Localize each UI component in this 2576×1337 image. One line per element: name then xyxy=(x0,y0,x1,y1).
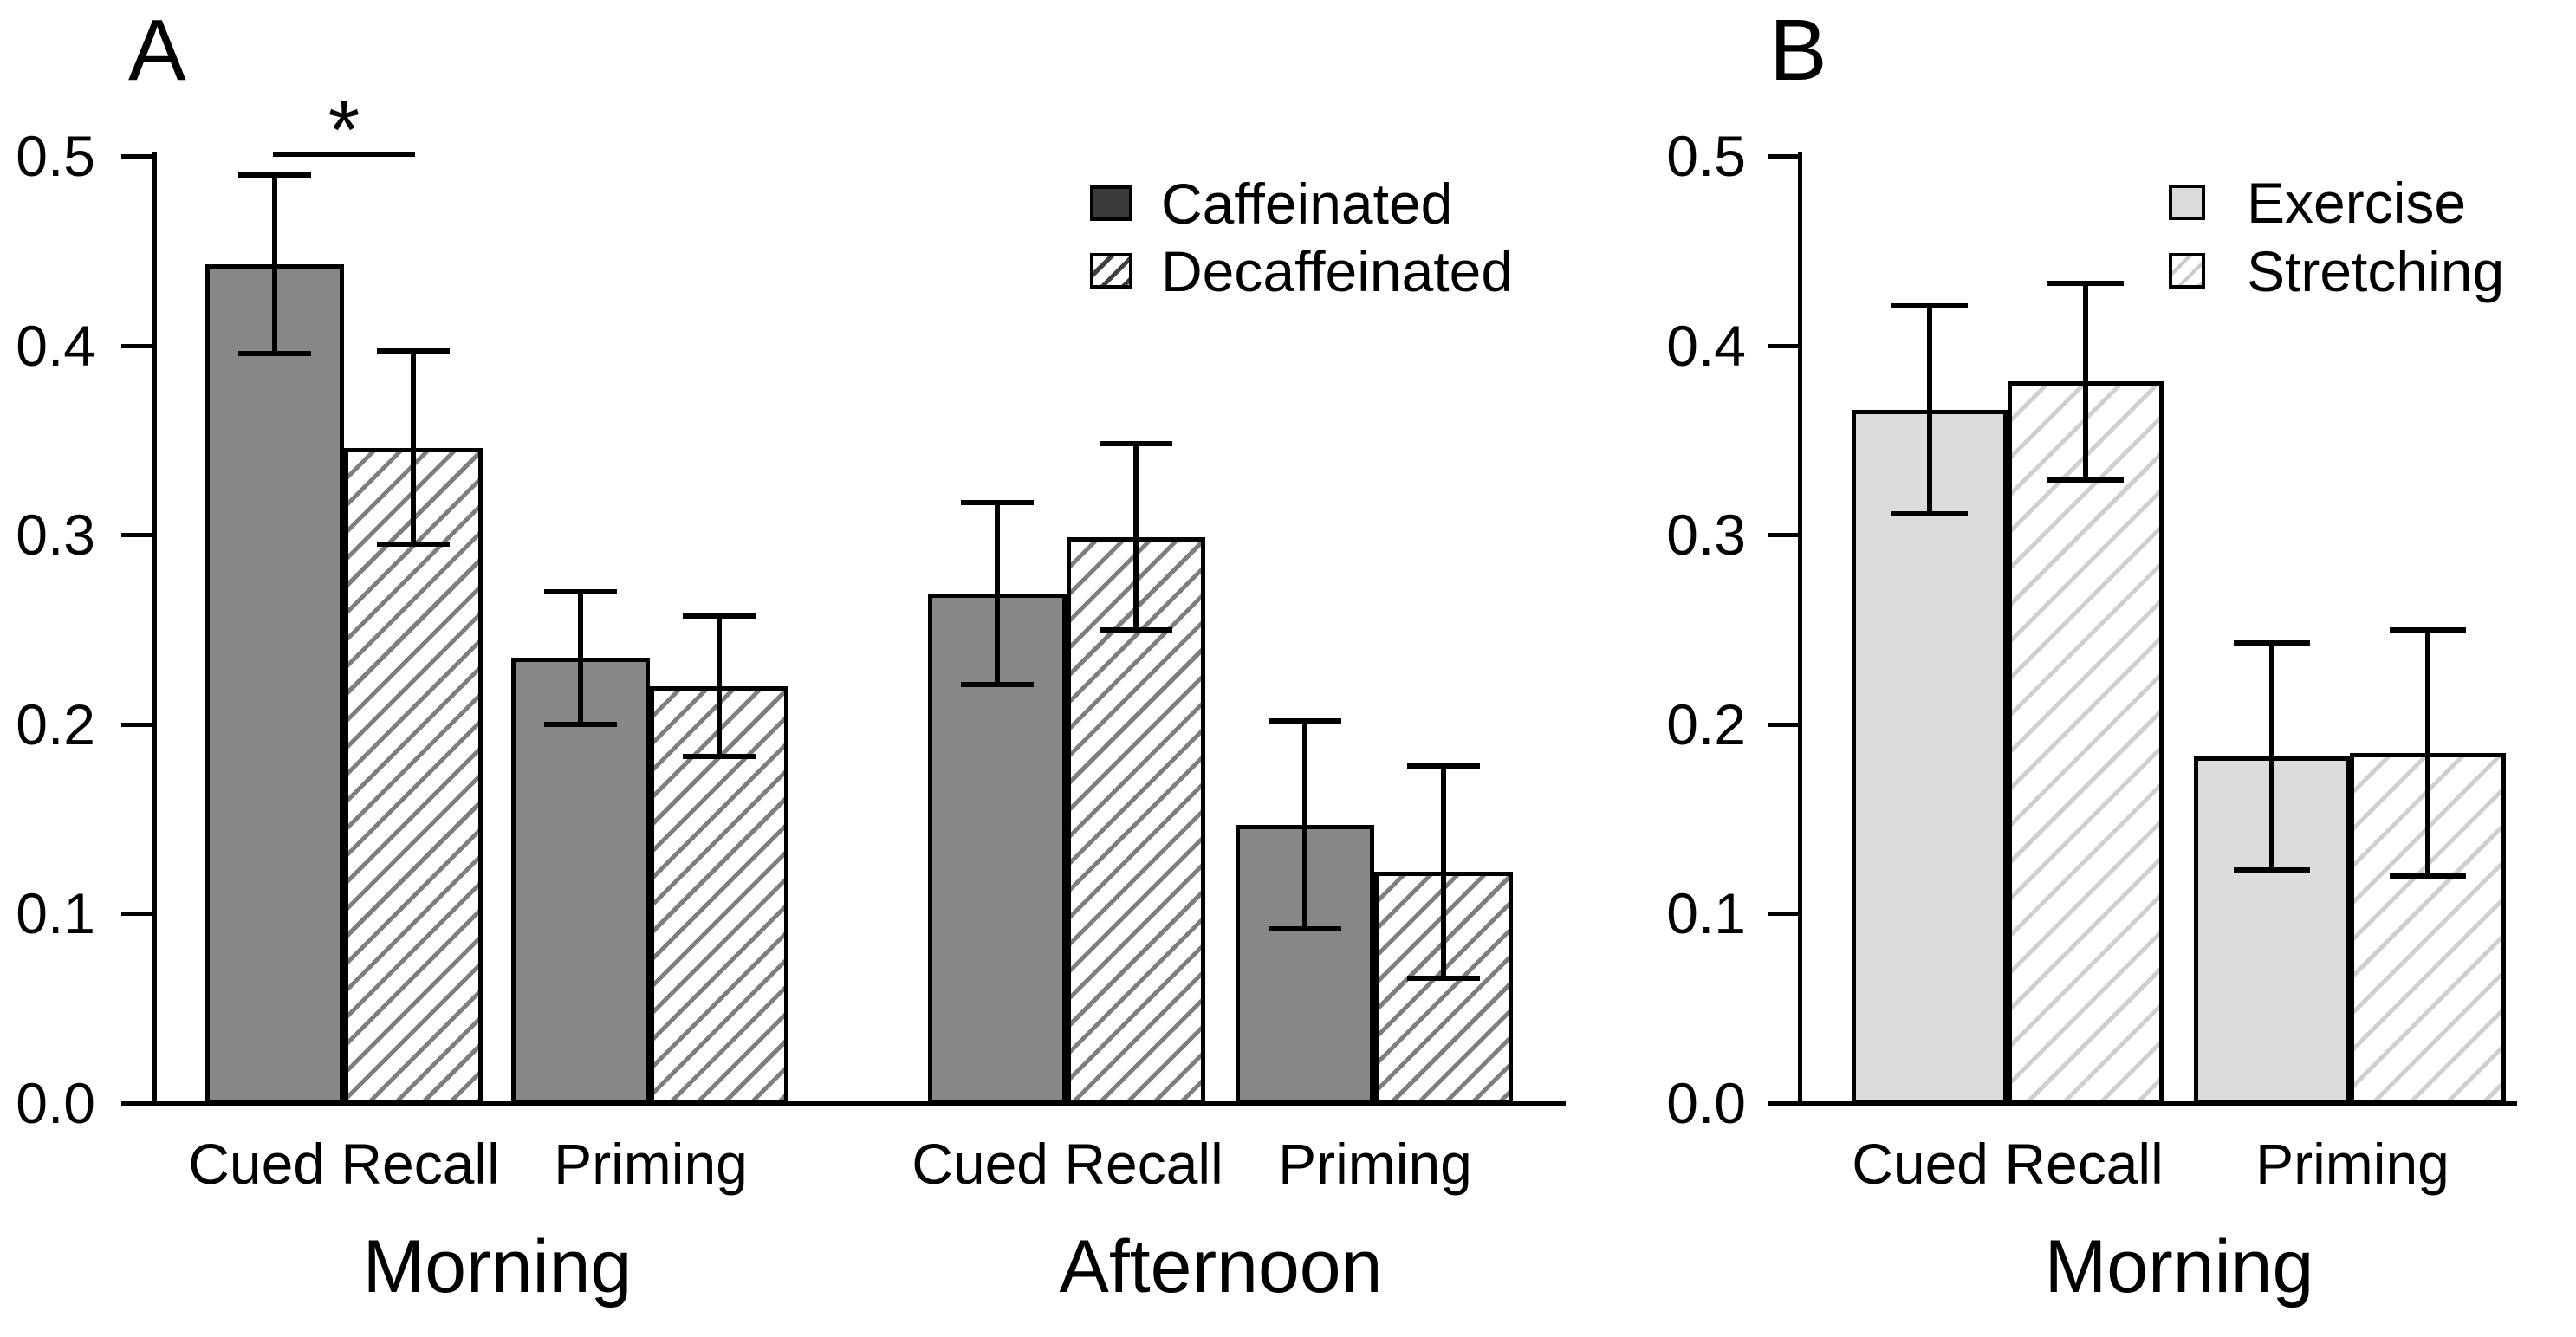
y-tick xyxy=(1768,1101,1800,1106)
error-bar-cap-bottom xyxy=(961,682,1034,688)
legend-label-exercise: Exercise xyxy=(2247,171,2467,235)
bar-stretching-morning-cued-recall xyxy=(2008,381,2164,1105)
error-bar-stem xyxy=(578,591,583,724)
y-tick xyxy=(1768,154,1800,159)
x-label-cued-recall: Cued Recall xyxy=(188,1132,500,1196)
y-tick xyxy=(121,154,154,159)
error-bar-stem xyxy=(2083,282,2088,480)
error-bar-stem xyxy=(995,503,1000,685)
x-label-cued-recall: Cued Recall xyxy=(912,1132,1223,1196)
error-bar-cap-top xyxy=(2234,639,2310,646)
y-tick-label: 0.2 xyxy=(1666,691,1746,756)
error-bar-cap-top xyxy=(377,348,450,354)
significance-asterisk: * xyxy=(328,84,360,176)
error-bar-stem xyxy=(411,351,416,545)
bar-caffeinated-morning-priming xyxy=(511,658,650,1105)
panel-a-y-axis xyxy=(152,152,157,1106)
panel-b-letter: B xyxy=(1769,2,1827,99)
legend-swatch-decaffeinated-icon xyxy=(1090,253,1132,289)
legend-label-caffeinated: Caffeinated xyxy=(1161,172,1453,236)
y-tick xyxy=(121,722,154,727)
error-bar-stem xyxy=(1927,305,1932,515)
error-bar-cap-bottom xyxy=(2234,867,2310,873)
y-tick-label: 0.1 xyxy=(16,881,95,946)
x-label-priming: Priming xyxy=(2255,1132,2449,1196)
error-bar-cap-bottom xyxy=(1100,626,1172,633)
y-tick xyxy=(1768,343,1800,348)
bar-exercise-morning-cued-recall xyxy=(1852,410,2008,1105)
error-bar-cap-bottom xyxy=(238,350,311,356)
y-tick xyxy=(121,1101,154,1106)
legend-label-stretching: Stretching xyxy=(2247,239,2505,303)
error-bar-cap-bottom xyxy=(1891,511,1968,517)
error-bar-cap-bottom xyxy=(2047,477,2124,483)
error-bar-cap-bottom xyxy=(2390,873,2466,879)
panel-a-letter: A xyxy=(128,2,186,99)
x-label-cued-recall: Cued Recall xyxy=(1852,1132,2164,1196)
group-label-morning: Morning xyxy=(2044,1225,2314,1308)
error-bar-stem xyxy=(2425,629,2430,876)
error-bar-cap-bottom xyxy=(683,754,756,760)
bar-exercise-morning-priming xyxy=(2194,756,2350,1105)
error-bar-stem xyxy=(272,175,277,354)
error-bar-cap-top xyxy=(2390,626,2466,633)
legend-swatch-caffeinated-icon xyxy=(1090,185,1132,221)
legend-label-decaffeinated: Decaffeinated xyxy=(1161,239,1514,303)
bar-stretching-morning-priming xyxy=(2350,752,2506,1105)
error-bar-stem xyxy=(717,616,722,757)
y-tick-label: 0.5 xyxy=(1666,124,1746,188)
group-label-afternoon: Afternoon xyxy=(1059,1225,1383,1308)
error-bar-cap-top xyxy=(683,613,756,620)
y-tick-label: 0.4 xyxy=(16,313,95,378)
error-bar-cap-top xyxy=(1100,441,1172,447)
group-label-morning: Morning xyxy=(362,1225,633,1308)
error-bar-stem xyxy=(1133,444,1139,630)
y-tick xyxy=(121,533,154,538)
y-tick-label: 0.0 xyxy=(1666,1071,1746,1135)
error-bar-stem xyxy=(2269,642,2274,871)
y-tick-label: 0.3 xyxy=(16,503,95,568)
error-bar-cap-bottom xyxy=(544,721,617,727)
y-tick xyxy=(1768,722,1800,727)
error-bar-cap-top xyxy=(238,172,311,178)
panel-b-y-axis xyxy=(1798,152,1802,1106)
error-bar-cap-top xyxy=(1407,763,1480,769)
y-tick-label: 0.2 xyxy=(16,691,95,756)
x-label-priming: Priming xyxy=(1278,1132,1472,1196)
significance-bracket xyxy=(273,152,415,157)
y-tick-label: 0.1 xyxy=(1666,881,1746,946)
error-bar-cap-top xyxy=(1891,302,1968,308)
y-tick-label: 0.3 xyxy=(1666,503,1746,568)
legend-swatch-stretching-icon xyxy=(2169,253,2205,289)
y-tick xyxy=(1768,533,1800,538)
error-bar-cap-top xyxy=(544,588,617,594)
y-tick xyxy=(121,343,154,348)
error-bar-cap-top xyxy=(961,500,1034,506)
error-bar-cap-bottom xyxy=(377,542,450,548)
error-bar-cap-bottom xyxy=(1407,975,1480,981)
x-label-priming: Priming xyxy=(554,1132,748,1196)
error-bar-cap-top xyxy=(1269,717,1341,724)
bar-decaffeinated-morning-cued-recall xyxy=(344,447,483,1105)
error-bar-stem xyxy=(1441,766,1446,978)
y-tick xyxy=(121,912,154,917)
y-tick-label: 0.5 xyxy=(16,124,95,188)
panel-a-x-axis xyxy=(152,1101,1566,1106)
y-tick xyxy=(1768,912,1800,917)
error-bar-cap-bottom xyxy=(1269,926,1341,932)
y-tick-label: 0.0 xyxy=(16,1071,95,1135)
bar-caffeinated-morning-cued-recall xyxy=(205,263,344,1105)
legend-swatch-exercise-icon xyxy=(2169,185,2205,220)
error-bar-cap-top xyxy=(2047,280,2124,286)
y-tick-label: 0.4 xyxy=(1666,313,1746,378)
error-bar-stem xyxy=(1302,720,1307,930)
